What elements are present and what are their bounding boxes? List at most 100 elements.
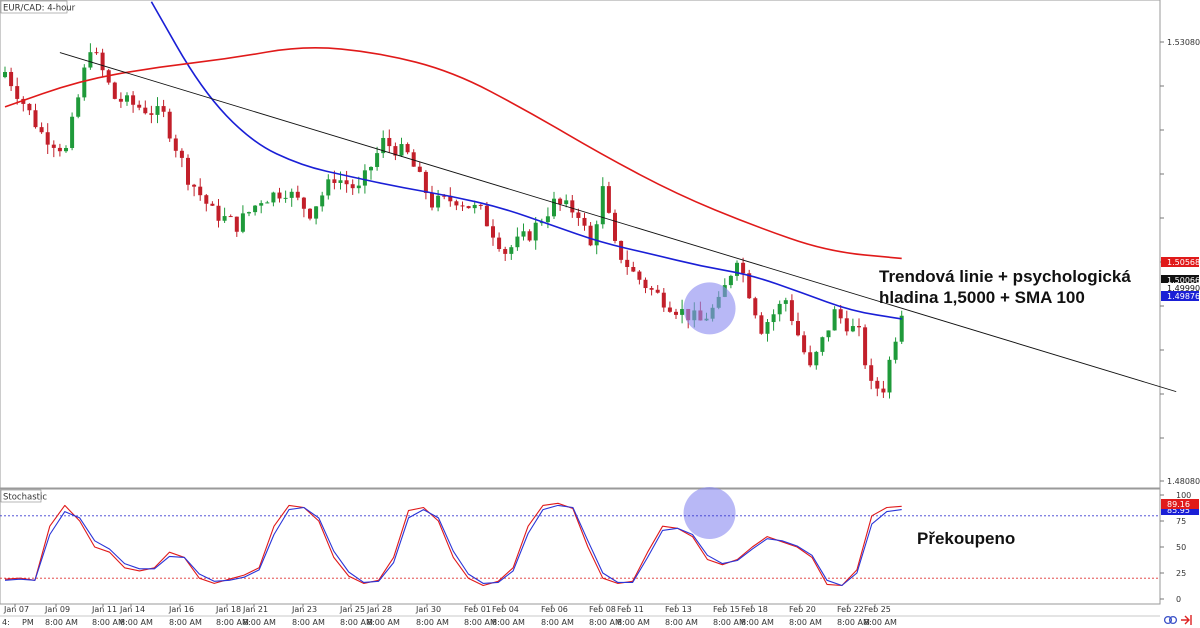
x-date-label: Jan 21	[242, 605, 268, 614]
candle-body	[45, 132, 50, 145]
candle-body	[667, 307, 672, 312]
x-date-label: Feb 01	[464, 605, 491, 614]
candle-body	[344, 180, 349, 185]
candle-body	[64, 147, 68, 152]
price-tick-label: 1.48080	[1167, 477, 1200, 486]
candle-body	[259, 203, 264, 206]
x-date-label: Jan 23	[291, 605, 317, 614]
candle-body	[76, 97, 81, 117]
price-badge-bg	[1161, 283, 1199, 293]
candle-body	[362, 170, 367, 186]
x-date-label: Feb 11	[617, 605, 644, 614]
candle-body	[228, 216, 233, 218]
candle-body	[247, 212, 251, 214]
candle-body	[173, 138, 178, 151]
annotation-stoch: Překoupeno	[917, 529, 1015, 548]
x-time-label: 8:00 AM	[340, 618, 373, 627]
candle-body	[606, 186, 611, 213]
x-time-label: PM	[22, 618, 34, 627]
candle-body	[588, 225, 593, 246]
candle-body	[777, 303, 782, 315]
candle-body	[796, 321, 800, 336]
candle-body	[332, 179, 337, 183]
link-icon[interactable]	[1163, 615, 1178, 625]
stoch-panel	[0, 488, 1161, 605]
price-badge-label: 1.50568	[1167, 258, 1200, 267]
stoch-tick-label: 75	[1176, 517, 1186, 526]
x-time-label: 8:00 AM	[367, 618, 400, 627]
candle-body	[143, 107, 148, 114]
candle-body	[728, 275, 733, 286]
x-time-label: 8:00 AM	[464, 618, 497, 627]
candle-body	[51, 144, 56, 148]
candle-body	[863, 327, 868, 366]
stoch-badge-label: 85.95	[1167, 506, 1190, 515]
candle-body	[491, 226, 495, 238]
candle-body	[21, 98, 26, 104]
candle-body	[484, 205, 489, 227]
candle-body	[838, 309, 843, 319]
stoch-badge-bg	[1161, 505, 1199, 515]
candle-body	[478, 204, 483, 206]
candle-body	[515, 236, 520, 248]
sma-200-line	[4, 47, 902, 260]
candle-body	[289, 191, 294, 198]
x-time-first: 4:	[2, 618, 10, 627]
sma-100-line	[150, 1, 902, 320]
candle-body	[661, 292, 666, 308]
candle-body	[27, 103, 32, 111]
x-date-label: Jan 18	[215, 605, 241, 614]
candle-body	[283, 197, 288, 199]
candle-body	[570, 200, 575, 213]
candle-body	[533, 222, 538, 241]
candle-body	[552, 198, 556, 217]
candle-body	[466, 206, 471, 209]
candle-body	[558, 198, 563, 205]
candle-body	[70, 116, 75, 148]
price-tick-label: 1.53080	[1167, 38, 1200, 47]
candle-body	[271, 192, 276, 203]
candle-body	[747, 273, 752, 299]
stoch-title: Stochastic	[3, 493, 47, 503]
candle-body	[301, 197, 306, 209]
candle-body	[222, 216, 227, 221]
candle-body	[600, 186, 605, 225]
arrow-right-icon[interactable]	[1181, 615, 1192, 625]
candle-body	[448, 195, 453, 202]
candle-body	[204, 195, 209, 204]
candle-body	[3, 71, 7, 78]
candle-body	[88, 52, 93, 68]
candle-body	[631, 267, 636, 272]
candle-body	[497, 237, 502, 250]
x-time-label: 8:00 AM	[416, 618, 449, 627]
candle-body	[820, 337, 825, 352]
candle-body	[545, 216, 550, 223]
x-date-label: Feb 25	[864, 605, 891, 614]
candles-layer	[3, 43, 904, 399]
candle-body	[436, 195, 441, 208]
x-date-label: Jan 16	[168, 605, 194, 614]
x-time-label: 8:00 AM	[492, 618, 525, 627]
candle-body	[161, 106, 166, 112]
candle-body	[430, 192, 434, 208]
trendline	[59, 52, 1177, 393]
candle-body	[118, 98, 123, 102]
candle-body	[155, 106, 160, 115]
candle-body	[759, 315, 764, 334]
x-date-label: Jan 09	[44, 605, 70, 614]
stoch-d-line	[4, 504, 902, 587]
candle-body	[356, 185, 361, 189]
candle-body	[582, 217, 587, 226]
candle-body	[320, 195, 325, 207]
x-time-label: 8:00 AM	[741, 618, 774, 627]
candle-body	[741, 262, 746, 274]
candle-body	[314, 206, 319, 219]
candle-body	[33, 110, 38, 128]
x-date-label: Feb 13	[665, 605, 692, 614]
candle-body	[789, 300, 794, 322]
stochastic-layer	[0, 502, 1160, 587]
candle-body	[802, 335, 807, 353]
candle-body	[326, 179, 331, 196]
price-badge-label: 1.49876	[1167, 292, 1200, 301]
